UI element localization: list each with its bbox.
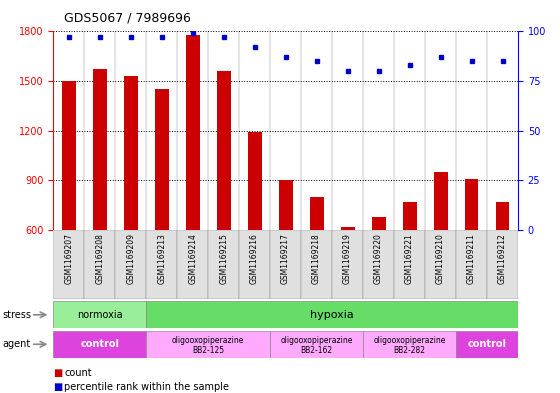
Bar: [217, 71, 231, 230]
Bar: [84, 230, 115, 299]
Bar: [53, 230, 84, 299]
Text: count: count: [64, 368, 92, 378]
Text: GSM1169209: GSM1169209: [126, 233, 135, 285]
Bar: [363, 331, 456, 358]
Text: oligooxopiperazine: oligooxopiperazine: [172, 336, 244, 345]
Bar: [146, 331, 270, 358]
Bar: [487, 230, 518, 299]
Bar: [340, 227, 354, 230]
Text: GDS5067 / 7989696: GDS5067 / 7989696: [64, 12, 192, 25]
Bar: [465, 179, 478, 230]
Bar: [115, 230, 146, 299]
Text: control: control: [468, 339, 506, 349]
Bar: [332, 230, 363, 299]
Text: GSM1169217: GSM1169217: [281, 233, 290, 284]
Text: GSM1169218: GSM1169218: [312, 233, 321, 284]
Text: agent: agent: [3, 339, 31, 349]
Text: BB2-282: BB2-282: [394, 346, 426, 354]
Text: oligooxopiperazine: oligooxopiperazine: [374, 336, 446, 345]
Bar: [208, 230, 239, 299]
Bar: [372, 217, 385, 230]
Text: GSM1169207: GSM1169207: [64, 233, 73, 285]
Bar: [93, 69, 106, 230]
Text: control: control: [80, 339, 119, 349]
Bar: [53, 331, 146, 358]
Bar: [146, 301, 518, 328]
Text: GSM1169221: GSM1169221: [405, 233, 414, 284]
Text: GSM1169219: GSM1169219: [343, 233, 352, 284]
Text: GSM1169216: GSM1169216: [250, 233, 259, 284]
Text: GSM1169220: GSM1169220: [374, 233, 383, 284]
Text: stress: stress: [3, 310, 32, 320]
Bar: [62, 81, 76, 230]
Bar: [456, 331, 518, 358]
Bar: [394, 230, 425, 299]
Text: GSM1169213: GSM1169213: [157, 233, 166, 284]
Text: oligooxopiperazine: oligooxopiperazine: [281, 336, 353, 345]
Bar: [425, 230, 456, 299]
Bar: [239, 230, 270, 299]
Text: ■: ■: [53, 368, 63, 378]
Bar: [363, 230, 394, 299]
Text: BB2-162: BB2-162: [301, 346, 333, 354]
Text: hypoxia: hypoxia: [310, 310, 354, 320]
Bar: [186, 35, 199, 230]
Bar: [270, 230, 301, 299]
Bar: [248, 132, 262, 230]
Text: ■: ■: [53, 382, 63, 392]
Bar: [456, 230, 487, 299]
Bar: [177, 230, 208, 299]
Bar: [124, 76, 138, 230]
Bar: [301, 230, 332, 299]
Text: BB2-125: BB2-125: [192, 346, 224, 354]
Bar: [155, 89, 169, 230]
Bar: [146, 230, 177, 299]
Text: GSM1169214: GSM1169214: [188, 233, 197, 284]
Text: GSM1169215: GSM1169215: [219, 233, 228, 284]
Text: normoxia: normoxia: [77, 310, 123, 320]
Text: GSM1169212: GSM1169212: [498, 233, 507, 284]
Bar: [496, 202, 510, 230]
Text: percentile rank within the sample: percentile rank within the sample: [64, 382, 230, 392]
Bar: [270, 331, 363, 358]
Bar: [310, 197, 324, 230]
Bar: [403, 202, 417, 230]
Bar: [53, 301, 146, 328]
Bar: [433, 172, 447, 230]
Text: GSM1169208: GSM1169208: [95, 233, 104, 284]
Bar: [279, 180, 292, 230]
Text: GSM1169210: GSM1169210: [436, 233, 445, 284]
Text: GSM1169211: GSM1169211: [467, 233, 476, 284]
